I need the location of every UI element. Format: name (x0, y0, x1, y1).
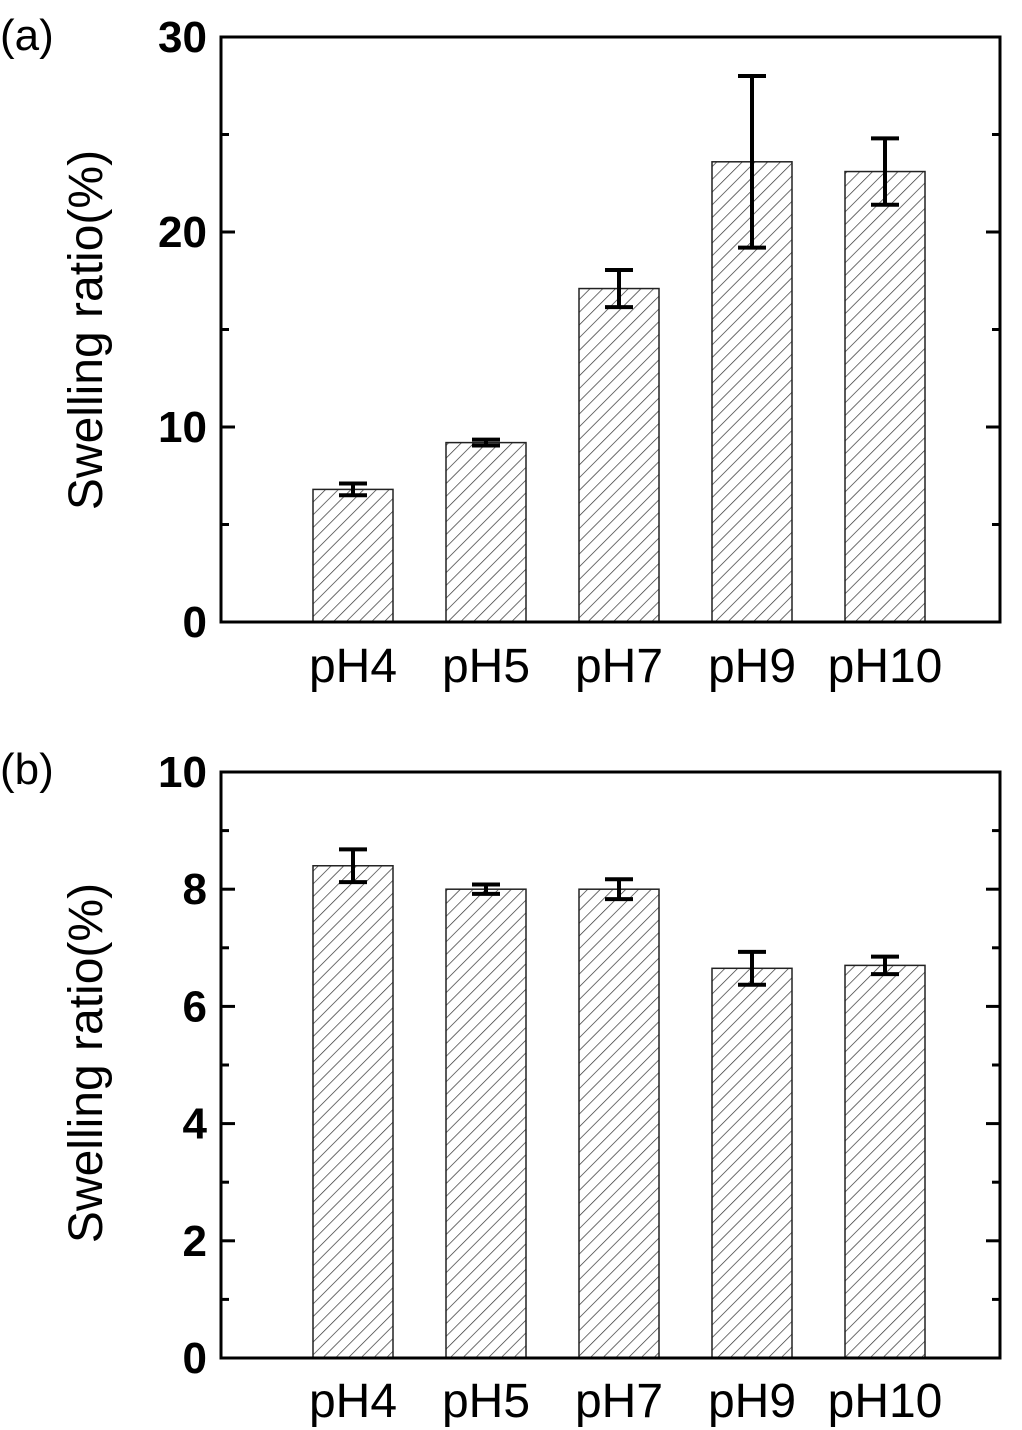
error-bar-ph5-a (472, 437, 500, 448)
error-bar-ph9-a (738, 74, 766, 250)
x-tick-labels-b: pH4 pH5 pH7 pH9 pH10 (309, 1375, 942, 1428)
y-tick-label-10-a: 10 (158, 403, 207, 452)
y-tick-label-0-a: 0 (183, 598, 207, 647)
bars-b (312, 865, 926, 1359)
x-tick-label-ph5-b: pH5 (442, 1375, 530, 1428)
y-ticks-b: 0 2 4 6 8 10 (158, 748, 1000, 1383)
y-tick-label-30-a: 30 (158, 13, 207, 62)
y-ticks-a: 0 10 20 30 (158, 13, 1000, 647)
bar-ph7-b (578, 888, 660, 1359)
y-axis-title-b: Swelling ratio(%) (60, 883, 113, 1243)
bar-ph4-b (312, 865, 394, 1359)
x-tick-label-ph7-b: pH7 (575, 1375, 663, 1428)
x-tick-label-ph5-a: pH5 (442, 640, 530, 693)
y-tick-label-20-a: 20 (158, 208, 207, 257)
bar-ph5-b (445, 888, 527, 1359)
x-tick-label-ph10-a: pH10 (828, 640, 943, 693)
bar-ph10-a (844, 170, 926, 623)
error-bar-ph5-b (472, 882, 500, 896)
y-axis-title-a: Swelling ratio(%) (60, 150, 113, 510)
error-bar-ph4-a (339, 481, 367, 498)
bar-ph10-b (844, 964, 926, 1359)
bar-ph4-a (312, 488, 394, 623)
x-tick-label-ph9-a: pH9 (708, 640, 796, 693)
x-tick-label-ph10-b: pH10 (828, 1375, 943, 1428)
plot-frame-b (219, 770, 1002, 1360)
panel-label-b: (b) (0, 745, 54, 794)
y-tick-label-4-b: 4 (183, 1100, 208, 1149)
y-tick-label-6-b: 6 (183, 982, 207, 1031)
x-tick-label-ph4-a: pH4 (309, 640, 397, 693)
bars-a (312, 161, 926, 623)
error-bar-ph10-b (871, 954, 899, 977)
error-bars-b (339, 847, 899, 987)
error-bar-ph9-b (738, 949, 766, 987)
error-bar-ph7-a (605, 268, 633, 310)
y-tick-label-10-b: 10 (158, 748, 207, 797)
bar-ph5-a (445, 441, 527, 623)
error-bar-ph7-b (605, 877, 633, 902)
error-bar-ph10-a (871, 136, 899, 207)
panel-label-a: (a) (0, 11, 54, 60)
x-tick-label-ph4-b: pH4 (309, 1375, 397, 1428)
y-tick-label-8-b: 8 (183, 865, 207, 914)
error-bars-a (339, 74, 899, 498)
bar-ph9-b (711, 967, 793, 1359)
x-tick-labels-a: pH4 pH5 pH7 pH9 pH10 (309, 640, 942, 693)
x-tick-label-ph9-b: pH9 (708, 1375, 796, 1428)
x-tick-label-ph7-a: pH7 (575, 640, 663, 693)
plot-frame-a (219, 35, 1002, 624)
y-tick-label-0-b: 0 (183, 1334, 207, 1383)
y-tick-label-2-b: 2 (183, 1217, 207, 1266)
error-bar-ph4-b (339, 847, 367, 885)
bar-ph7-a (578, 287, 660, 623)
